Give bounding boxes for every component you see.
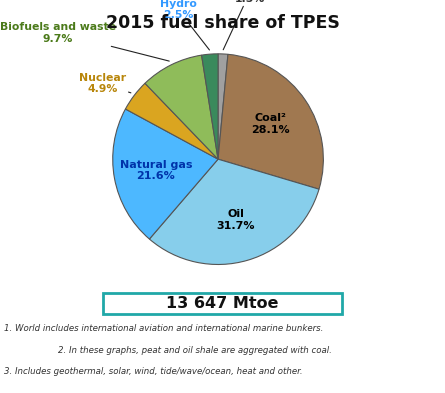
Text: 13 647 Mtoe: 13 647 Mtoe <box>166 296 279 310</box>
Text: Hydro
2.5%: Hydro 2.5% <box>160 0 210 50</box>
Wedge shape <box>202 54 218 159</box>
Text: 2. In these graphs, peat and oil shale are aggregated with coal.: 2. In these graphs, peat and oil shale a… <box>58 346 332 355</box>
Wedge shape <box>218 54 228 159</box>
Text: 3. Includes geothermal, solar, wind, tide/wave/ocean, heat and other.: 3. Includes geothermal, solar, wind, tid… <box>4 367 303 376</box>
Text: 2015 fuel share of TPES: 2015 fuel share of TPES <box>105 14 340 32</box>
Text: Other³
1.5%: Other³ 1.5% <box>223 0 269 50</box>
Wedge shape <box>113 109 218 239</box>
Wedge shape <box>150 159 319 264</box>
Text: Biofuels and waste
9.7%: Biofuels and waste 9.7% <box>0 22 169 61</box>
Wedge shape <box>125 83 218 159</box>
Text: Coal²
28.1%: Coal² 28.1% <box>251 113 290 135</box>
Text: Oil
31.7%: Oil 31.7% <box>217 209 255 231</box>
Text: Nuclear
4.9%: Nuclear 4.9% <box>79 73 131 94</box>
Text: Natural gas
21.6%: Natural gas 21.6% <box>120 160 192 182</box>
Wedge shape <box>145 55 218 159</box>
Text: 1. World includes international aviation and international marine bunkers.: 1. World includes international aviation… <box>4 324 324 333</box>
Wedge shape <box>218 54 324 189</box>
FancyBboxPatch shape <box>103 293 342 314</box>
